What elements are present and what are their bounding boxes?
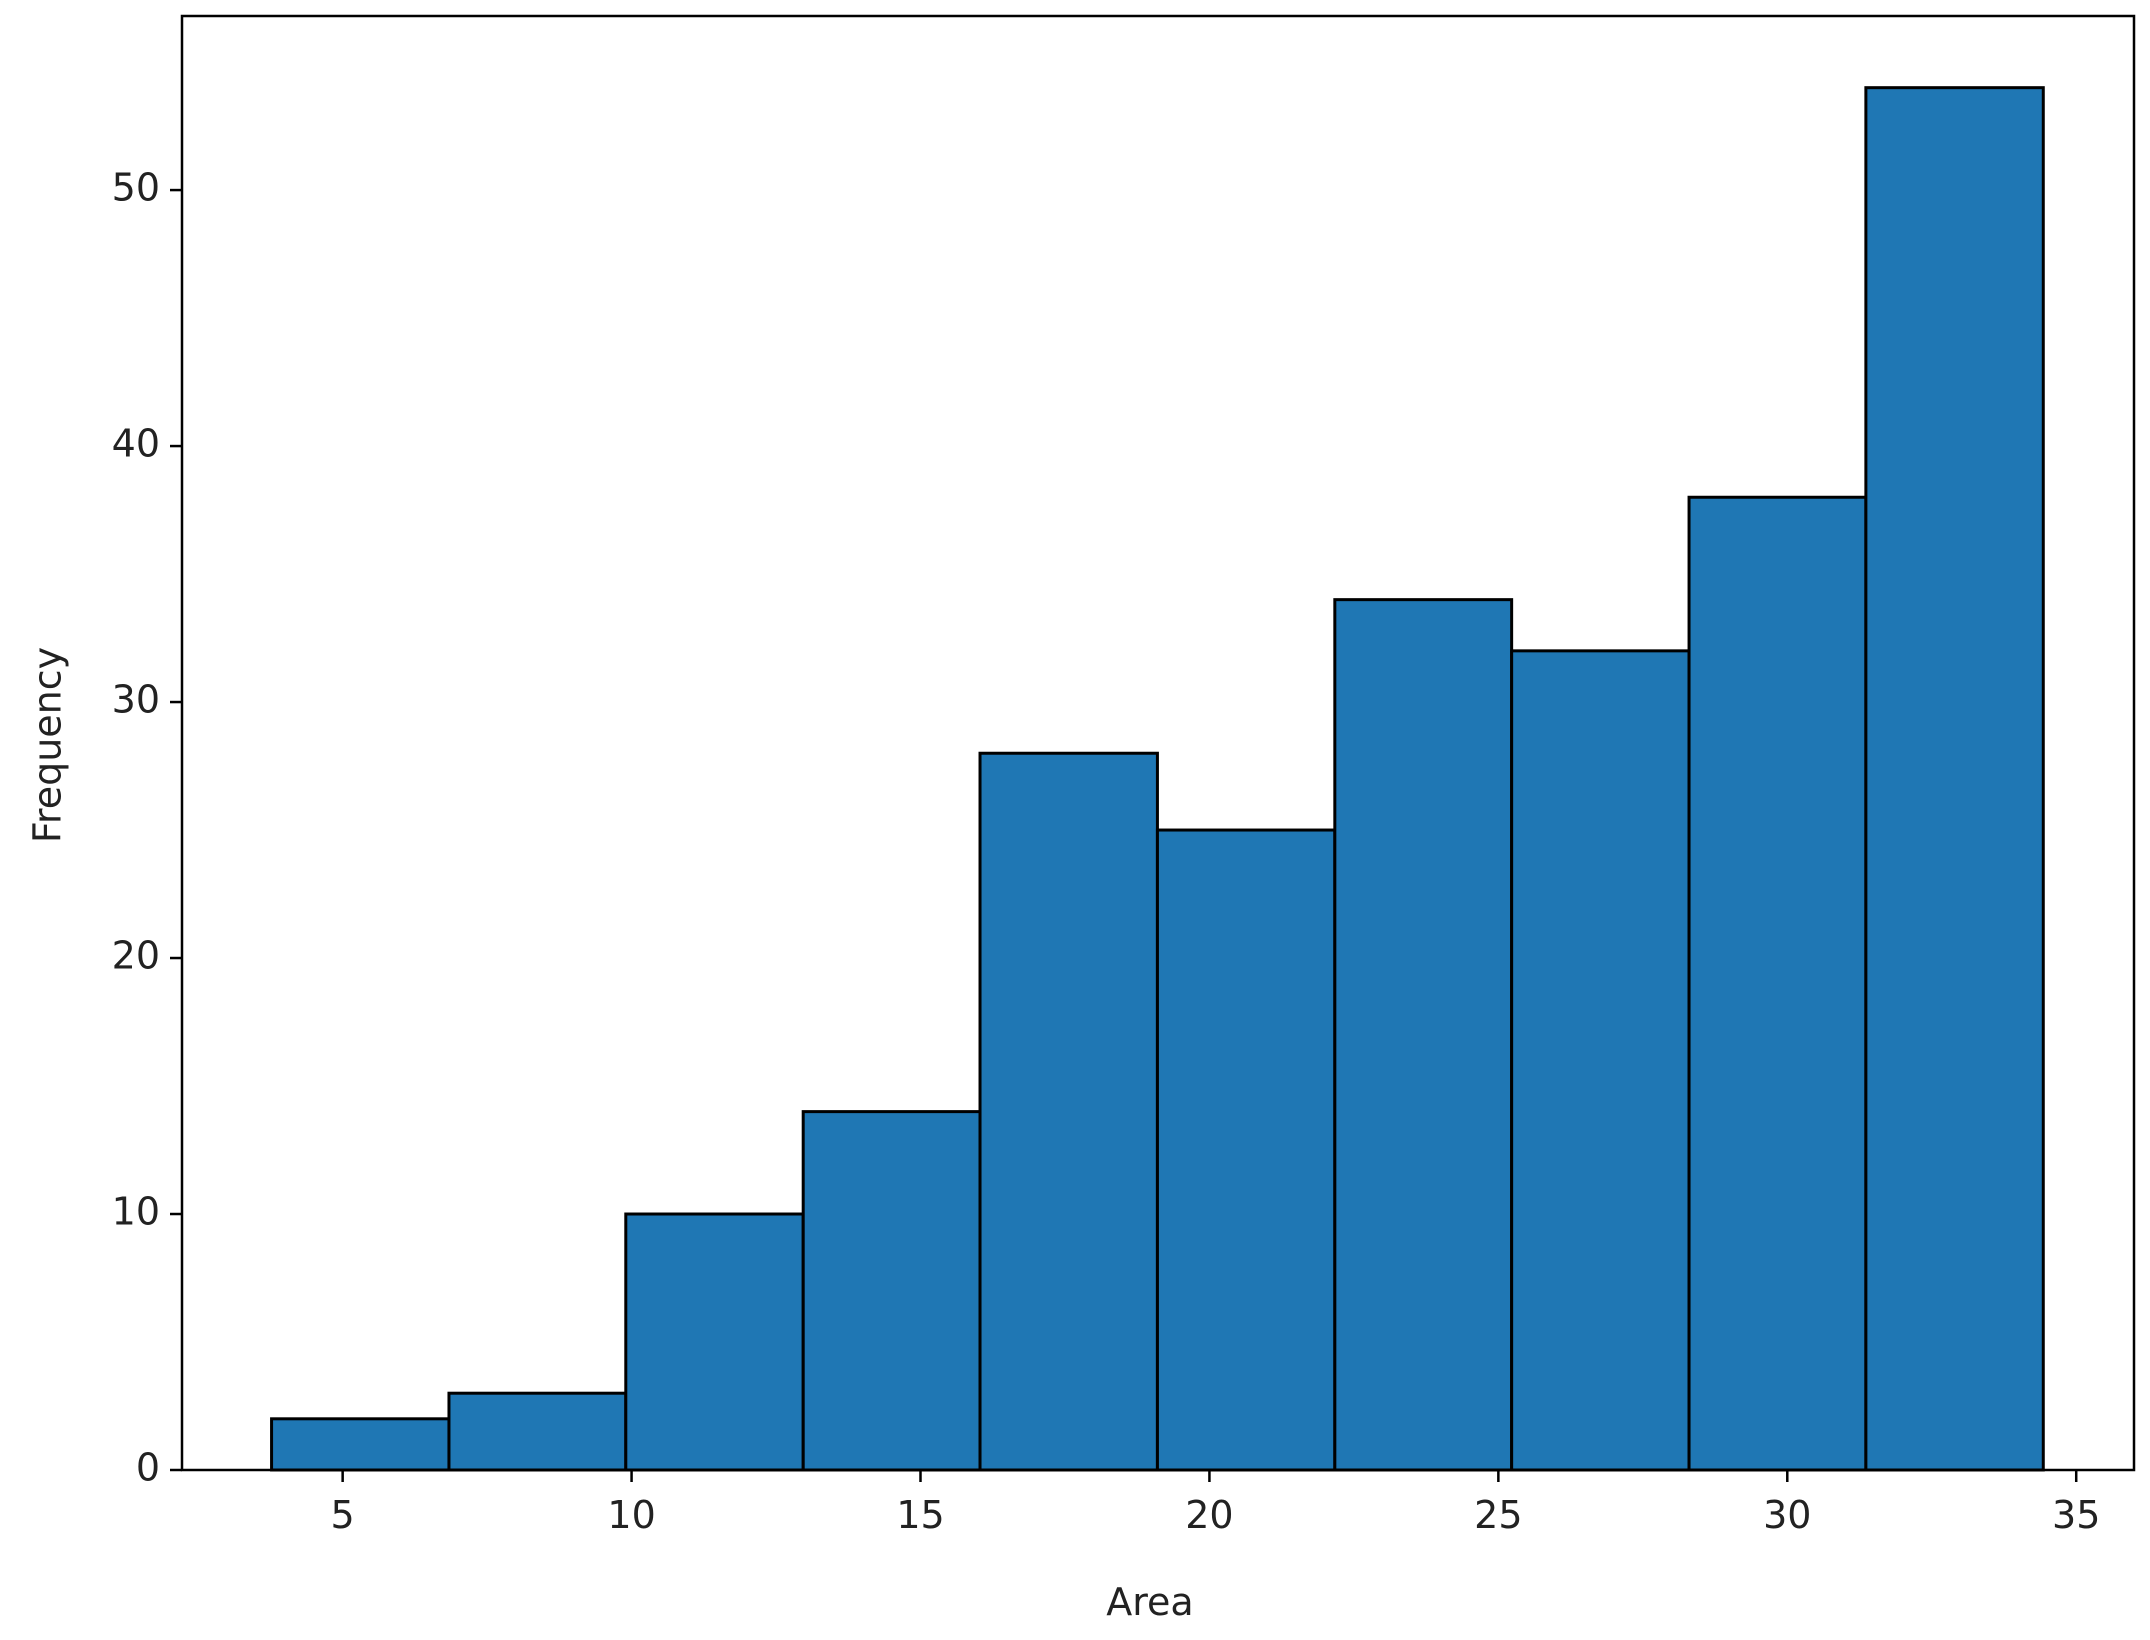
x-tick-label: 15 xyxy=(896,1493,944,1537)
bar xyxy=(447,1391,628,1472)
bar xyxy=(1687,495,1868,1472)
x-tick-label: 30 xyxy=(1763,1493,1811,1537)
y-axis-label: Frequency xyxy=(26,647,70,843)
bar xyxy=(270,1417,451,1472)
y-tick-label: 40 xyxy=(112,422,160,466)
bar xyxy=(801,1110,982,1472)
bar xyxy=(978,751,1159,1472)
bar xyxy=(1155,828,1337,1472)
x-tick-label: 25 xyxy=(1474,1493,1522,1537)
bar xyxy=(1510,649,1691,1472)
plot-frame xyxy=(180,14,2136,1472)
bar xyxy=(1333,598,1514,1472)
x-tick-label: 5 xyxy=(331,1493,355,1537)
y-tick-label: 20 xyxy=(112,934,160,978)
bar xyxy=(1864,86,2045,1472)
x-tick-label: 20 xyxy=(1185,1493,1233,1537)
bar xyxy=(624,1212,805,1472)
y-tick-label: 50 xyxy=(112,166,160,210)
x-axis-label: Area xyxy=(1106,1580,1193,1624)
x-tick-label: 10 xyxy=(607,1493,655,1537)
y-tick-label: 30 xyxy=(112,678,160,722)
y-tick-label: 0 xyxy=(136,1446,160,1490)
x-tick-label: 35 xyxy=(2052,1493,2100,1537)
y-tick-label: 10 xyxy=(112,1190,160,1234)
